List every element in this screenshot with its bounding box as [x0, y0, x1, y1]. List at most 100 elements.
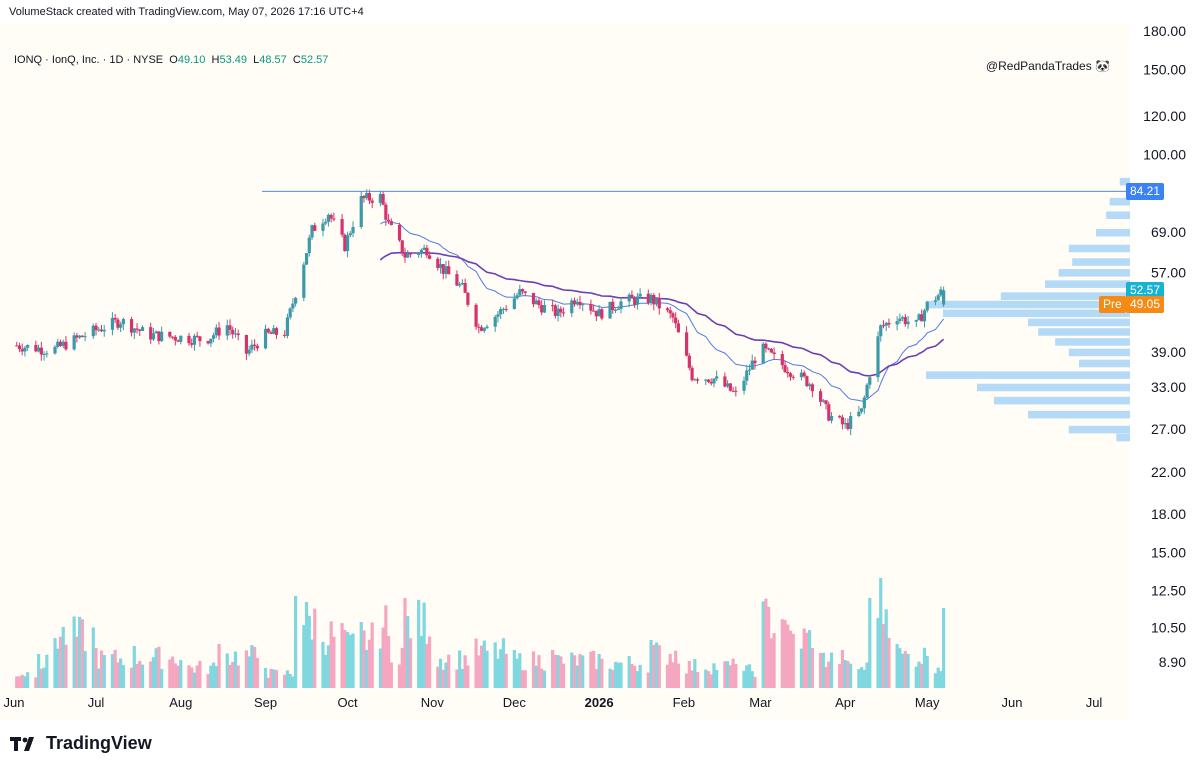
candle-body	[34, 344, 38, 352]
candle-body	[922, 310, 927, 322]
candle-body	[772, 352, 776, 355]
volume-bar	[190, 667, 194, 688]
volume-bar	[518, 653, 522, 688]
volume-bar	[179, 660, 183, 688]
price-chart[interactable]: 180.00 150.00 120.00 100.00 69.00 57.00 39.00 3…	[0, 24, 1200, 720]
open-label: O	[169, 54, 178, 66]
volume-bar	[157, 646, 161, 688]
candle-body	[761, 343, 765, 364]
candle-body	[378, 193, 382, 203]
candle-body	[192, 335, 197, 345]
volume-bar	[665, 664, 670, 688]
volume-bar	[198, 660, 202, 688]
price-axis[interactable]: 180.00 150.00 120.00 100.00 69.00 57.00 39.00 3…	[1143, 24, 1186, 670]
volume-bar	[594, 668, 598, 688]
candle-body	[920, 314, 924, 322]
volume-bar	[561, 663, 566, 688]
candle-body	[693, 379, 697, 381]
volume-bar	[20, 674, 24, 688]
low-value: 48.57	[259, 54, 287, 66]
candle-body	[102, 329, 106, 332]
volume-bar	[72, 616, 76, 688]
symbol-legend: IONQ · IonQ, Inc. · 1D · NYSE O49.10 H53…	[14, 54, 328, 66]
volume-bar	[170, 656, 175, 688]
candle-body	[619, 301, 623, 309]
profile-bar	[1096, 228, 1130, 237]
candle-body	[482, 328, 486, 331]
candle-body	[674, 317, 678, 324]
candle-body	[348, 233, 352, 236]
candle-body	[209, 338, 213, 344]
candle-body	[425, 247, 429, 256]
chart-area[interactable]: 180.00 150.00 120.00 100.00 69.00 57.00 39.00 3…	[0, 24, 1200, 720]
volume-bar	[649, 640, 653, 688]
candle-body	[359, 195, 363, 227]
candle-body	[633, 298, 637, 305]
volume-bar	[274, 669, 279, 688]
volume-bar	[140, 664, 145, 688]
candle-body	[704, 379, 708, 381]
volume-bar	[827, 661, 831, 688]
candle-body	[665, 308, 670, 311]
volume-bar	[551, 650, 555, 688]
volume-bar	[917, 661, 921, 688]
candle-body	[75, 335, 79, 338]
candle-body	[561, 312, 566, 314]
candle-body	[788, 373, 793, 377]
volume-bar	[236, 665, 240, 688]
price-tick-label: 180.00	[1143, 24, 1186, 39]
volume-bar	[772, 633, 776, 688]
volume-bar	[939, 671, 943, 688]
price-tick-label: 15.00	[1151, 544, 1186, 560]
volume-bar	[187, 665, 191, 688]
volume-bar	[750, 671, 754, 688]
volume-bar	[397, 664, 402, 688]
profile-bar	[1116, 433, 1130, 442]
candle-body	[466, 292, 470, 305]
volume-bar	[307, 615, 311, 688]
candle-body	[455, 274, 459, 286]
candle-body	[553, 305, 557, 316]
candle-body	[274, 328, 279, 335]
candle-body	[195, 335, 199, 337]
candle-body	[291, 303, 295, 309]
volume-bar	[843, 660, 847, 688]
time-tick-label: Oct	[337, 695, 358, 710]
candle-body	[381, 193, 385, 205]
volume-bar	[329, 621, 333, 688]
candle-body	[627, 294, 631, 302]
profile-bar	[1079, 359, 1130, 368]
high-value: 53.49	[219, 54, 247, 66]
volume-bar	[695, 672, 700, 688]
profile-bar	[1068, 244, 1130, 253]
volume-bar	[600, 658, 604, 688]
volume-bar	[154, 648, 158, 688]
candle-body	[302, 264, 306, 298]
volume-bar	[849, 663, 853, 688]
volume-bar	[887, 637, 891, 688]
volume-bar	[362, 630, 366, 688]
footer: TradingView	[0, 720, 1200, 768]
volume-bar	[255, 657, 259, 688]
candle-body	[45, 353, 49, 355]
candle-body	[23, 347, 27, 352]
candle-body	[389, 221, 393, 225]
candle-body	[690, 367, 694, 381]
tradingview-logo[interactable]: TradingView	[10, 733, 152, 754]
premarket-price-tag: 49.05	[1126, 296, 1165, 314]
candle-body	[542, 305, 547, 313]
candle-body	[611, 301, 615, 311]
volume-bar	[709, 674, 713, 688]
volume-bar	[570, 652, 574, 688]
time-axis[interactable]: Jun Jul Aug Sep Oct Nov Dec 2026 Feb Mar Apr May Jun…	[4, 695, 1103, 710]
candle-body	[231, 329, 235, 335]
candle-body	[247, 349, 251, 354]
candle-body	[154, 331, 158, 334]
candle-body	[80, 335, 84, 337]
candle-body	[269, 332, 273, 334]
candle-body	[160, 331, 164, 342]
profile-bar	[1028, 318, 1130, 327]
candle-body	[326, 214, 331, 222]
profile-bar	[1068, 348, 1130, 357]
candle-body	[157, 331, 161, 342]
